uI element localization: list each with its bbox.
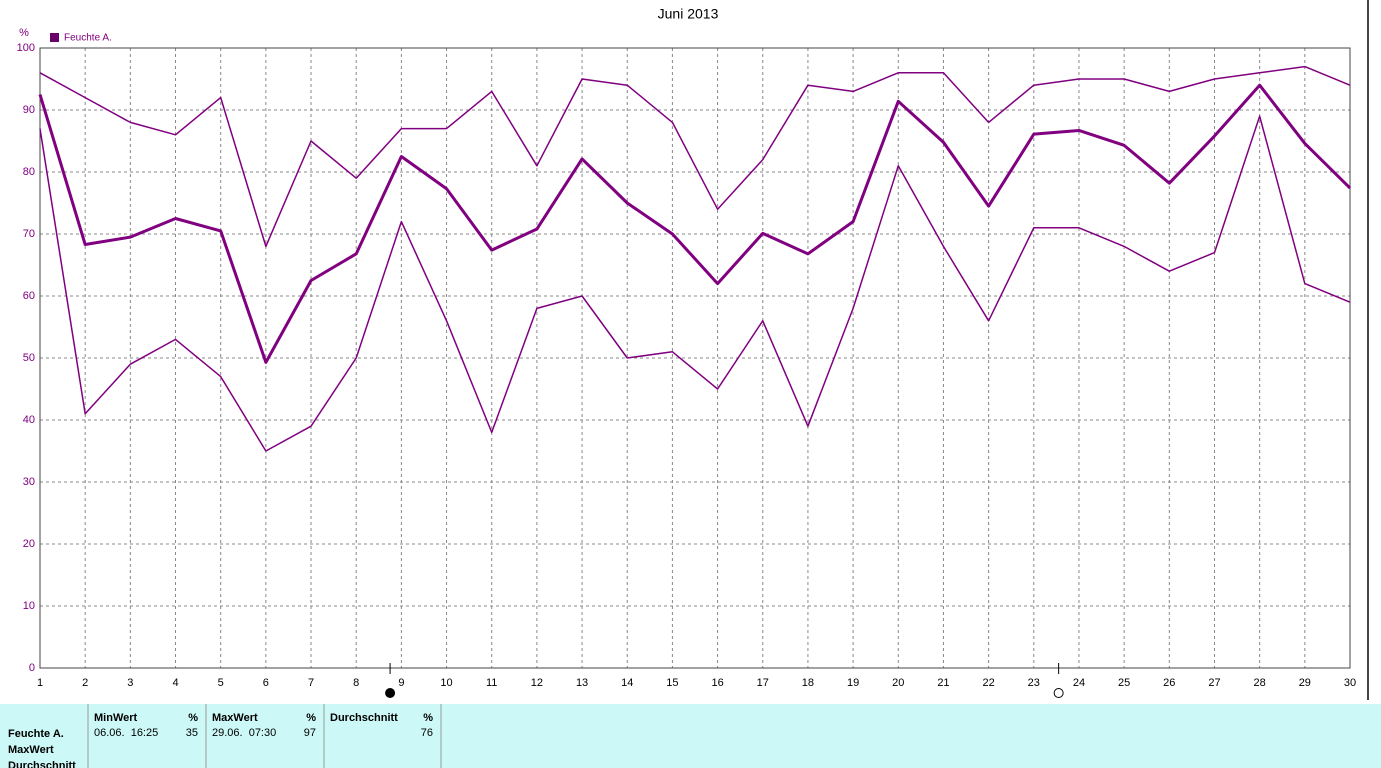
row-label: MaxWert [8, 744, 54, 756]
x-tick-label: 26 [1163, 677, 1175, 689]
y-tick-label: 60 [23, 290, 35, 302]
x-tick-label: 24 [1073, 677, 1085, 689]
x-tick-label: 20 [892, 677, 904, 689]
y-tick-label: 50 [23, 352, 35, 364]
x-tick-label: 29 [1299, 677, 1311, 689]
y-tick-label: 20 [23, 538, 35, 550]
legend-label: Feuchte A. [64, 33, 112, 44]
x-tick-label: 16 [711, 677, 723, 689]
column-unit: % [188, 712, 198, 724]
data-line [39, 115, 1351, 452]
y-tick-label: 100 [17, 42, 35, 54]
x-tick-label: 15 [666, 677, 678, 689]
column-header: MinWert [94, 712, 138, 724]
row-label: Durchschnitt [8, 760, 76, 768]
y-tick-label: 90 [23, 104, 35, 116]
y-tick-label: 30 [23, 476, 35, 488]
x-tick-label: 17 [757, 677, 769, 689]
x-tick-label: 30 [1344, 677, 1356, 689]
y-tick-label: 70 [23, 228, 35, 240]
x-tick-label: 22 [982, 677, 994, 689]
x-tick-label: 8 [353, 677, 359, 689]
column-header: Durchschnitt [330, 712, 398, 724]
column-header: MaxWert [212, 712, 258, 724]
x-tick-label: 4 [172, 677, 178, 689]
x-tick-label: 11 [486, 677, 497, 689]
x-tick-label: 3 [127, 677, 133, 689]
x-tick-label: 25 [1118, 677, 1130, 689]
x-tick-label: 19 [847, 677, 859, 689]
x-tick-label: 5 [218, 677, 224, 689]
y-tick-label: 10 [23, 600, 35, 612]
plot-frame [39, 47, 1351, 669]
x-tick-label: 2 [82, 677, 88, 689]
data-line [39, 65, 1351, 248]
x-tick-label: 10 [440, 677, 452, 689]
x-tick-label: 21 [937, 677, 949, 689]
y-label: % [19, 27, 29, 39]
x-tick-label: 13 [576, 677, 588, 689]
y-tick-label: 80 [23, 166, 35, 178]
x-tick-label: 12 [531, 677, 543, 689]
y-tick-label: 0 [29, 662, 35, 674]
data-line [38, 83, 1352, 364]
legend-swatch [50, 33, 59, 42]
x-tick-label: 14 [621, 677, 633, 689]
column-time: 06.06. 16:25 [94, 727, 158, 739]
x-tick-label: 1 [37, 677, 43, 689]
row-label: Feuchte A. [8, 728, 64, 740]
x-tick-label: 18 [802, 677, 814, 689]
x-tick-label: 23 [1028, 677, 1040, 689]
chart-title: Juni 2013 [658, 6, 719, 22]
table-background [0, 704, 1381, 768]
column-value: 35 [186, 727, 198, 739]
x-tick-label: 7 [308, 677, 314, 689]
x-tick-label: 9 [398, 677, 404, 689]
x-tick-label: 27 [1208, 677, 1220, 689]
moon-marker [385, 688, 396, 698]
column-unit: % [306, 712, 316, 724]
x-tick-label: 28 [1254, 677, 1266, 689]
column-unit: % [423, 712, 433, 724]
x-tick-label: 6 [263, 677, 269, 689]
moon-marker [1053, 688, 1064, 698]
column-value: 76 [421, 727, 433, 739]
column-time: 29.06. 07:30 [212, 727, 276, 739]
column-value: 97 [304, 727, 316, 739]
y-tick-label: 40 [23, 414, 35, 426]
stats-table: Feuchte A. MaxWert Durchschnitt MinWert % 06.… [8, 704, 442, 768]
